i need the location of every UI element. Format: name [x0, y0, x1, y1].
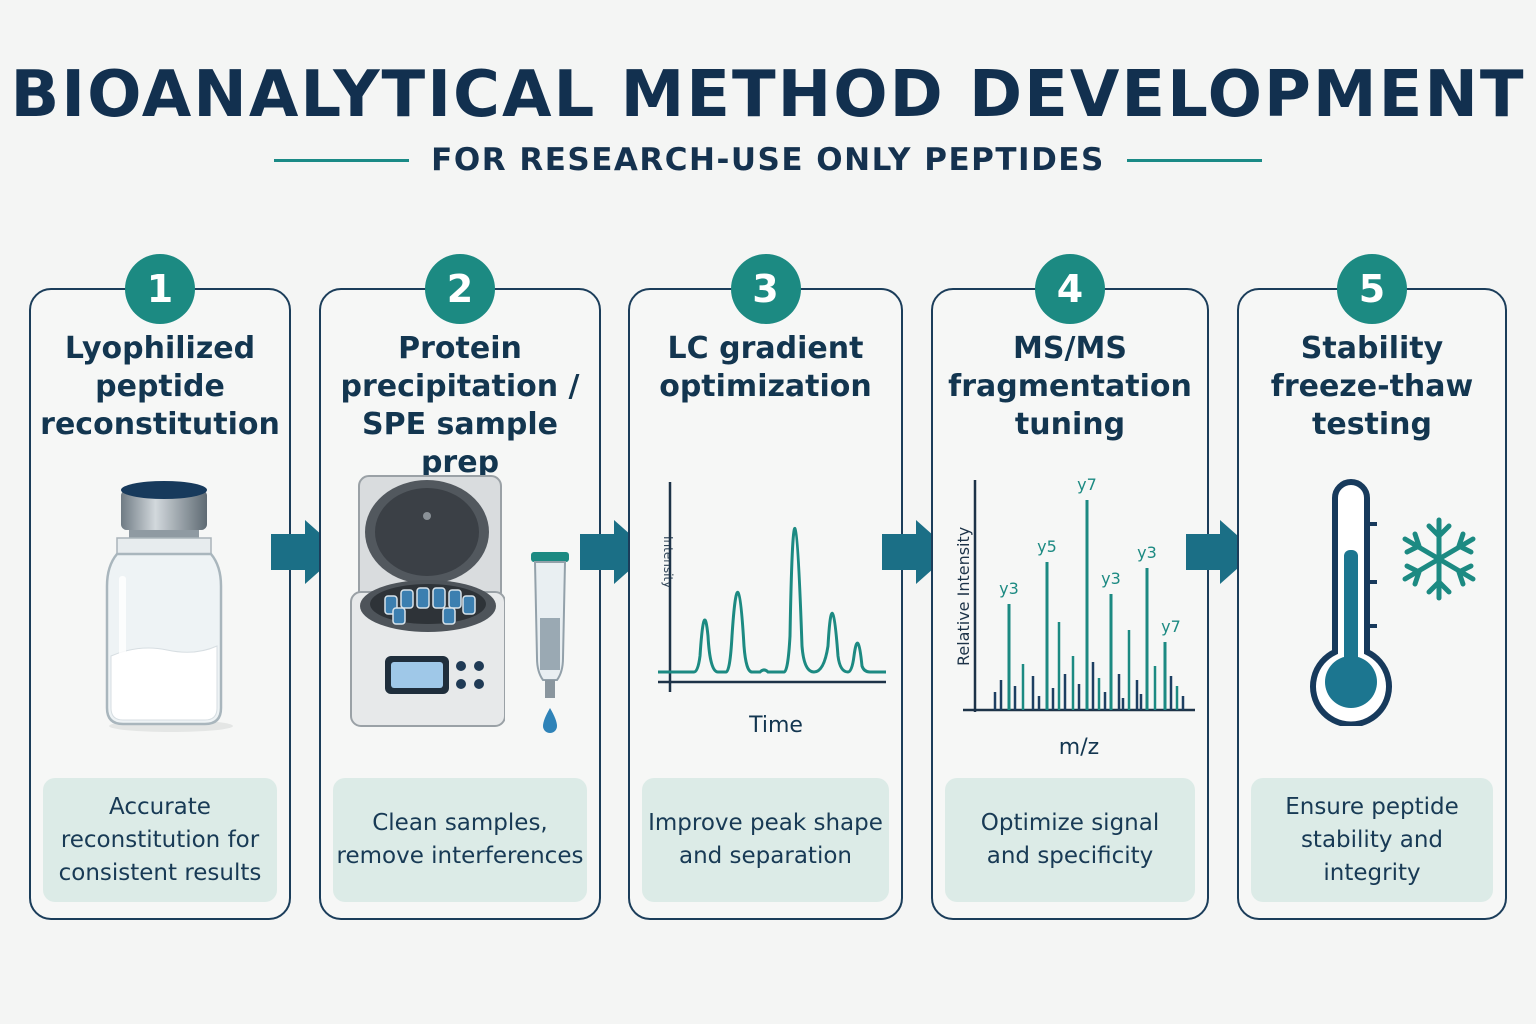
chromatogram-xlabel: Time	[748, 713, 803, 738]
peak-label: y3	[1137, 543, 1157, 562]
step-description-box: Clean samples, remove interferences	[333, 778, 587, 902]
page-subtitle: FOR RESEARCH-USE ONLY PEPTIDES	[431, 142, 1105, 178]
mass-spectrum-icon: Relative Intensity	[954, 475, 1195, 760]
step-title: MS/MS fragmentation tuning	[948, 331, 1192, 442]
spectrum-xlabel: m/z	[1059, 735, 1099, 760]
thermometer-icon	[1310, 479, 1392, 726]
step-description-box: Ensure peptide stability and integrity	[1251, 778, 1493, 902]
spe-cartridge-icon	[531, 552, 569, 733]
step-description: Clean samples, remove interferences	[336, 810, 584, 869]
step-number-badge: 5	[1337, 254, 1407, 324]
page-title: BIOANALYTICAL METHOD DEVELOPMENT	[10, 58, 1526, 132]
peak-label: y3	[1101, 569, 1121, 588]
subtitle-row: FOR RESEARCH-USE ONLY PEPTIDES	[0, 140, 1536, 180]
step-number-badge: 1	[125, 254, 195, 324]
step-card-4: 4 MS/MS fragmentation tuning Relative In…	[931, 254, 1209, 920]
step-description: Optimize signal and specificity	[980, 810, 1160, 869]
flow-arrow-icon	[271, 520, 341, 584]
snowflake-icon	[1402, 517, 1476, 601]
peak-label: y7	[1161, 617, 1181, 636]
step-description-box: Optimize signal and specificity	[945, 778, 1195, 902]
step-number-badge: 4	[1035, 254, 1105, 324]
step-title: Protein precipitation / SPE sample prep	[340, 331, 580, 480]
peak-label: y7	[1077, 475, 1097, 494]
peak-label: y3	[999, 579, 1019, 598]
flow-arrow-icon	[580, 520, 650, 584]
step-title: Lyophilized peptide reconstitution	[40, 331, 280, 442]
step-title: LC gradient optimization	[659, 331, 872, 404]
chromatogram-icon: Intensity Time	[658, 482, 886, 738]
step-description-box: Improve peak shape and separation	[642, 778, 889, 902]
step-description: Accurate reconstitution for consistent r…	[58, 793, 262, 886]
flow-arrow-icon	[1186, 520, 1256, 584]
step-number-badge: 2	[425, 254, 495, 324]
step-description: Improve peak shape and separation	[648, 810, 883, 869]
vial-icon	[105, 481, 233, 732]
subtitle-divider-left	[274, 158, 410, 162]
step-number-badge: 3	[730, 254, 801, 324]
subtitle-divider-right	[1126, 158, 1262, 162]
peak-label: y5	[1037, 537, 1057, 556]
step-description: Ensure peptide stability and integrity	[1285, 793, 1459, 886]
step-description-box: Accurate reconstitution for consistent r…	[43, 778, 277, 902]
step-card-2: 2 Protein precipitation / SPE sample pre…	[319, 254, 601, 920]
flow-arrow-icon	[882, 520, 952, 584]
step-card-1: 1 Lyophilized peptide reconstitution Acc…	[29, 254, 291, 920]
centrifuge-icon	[350, 475, 505, 727]
chromatogram-ylabel: Intensity	[661, 536, 675, 588]
step-card-5: 5 Stability freeze-thaw testing Ensure p…	[1237, 254, 1507, 920]
step-card-3: 3 LC gradient optimization Intensity Tim…	[628, 254, 903, 920]
step-title: Stability freeze-thaw testing	[1270, 331, 1474, 442]
spectrum-ylabel: Relative Intensity	[954, 527, 973, 666]
